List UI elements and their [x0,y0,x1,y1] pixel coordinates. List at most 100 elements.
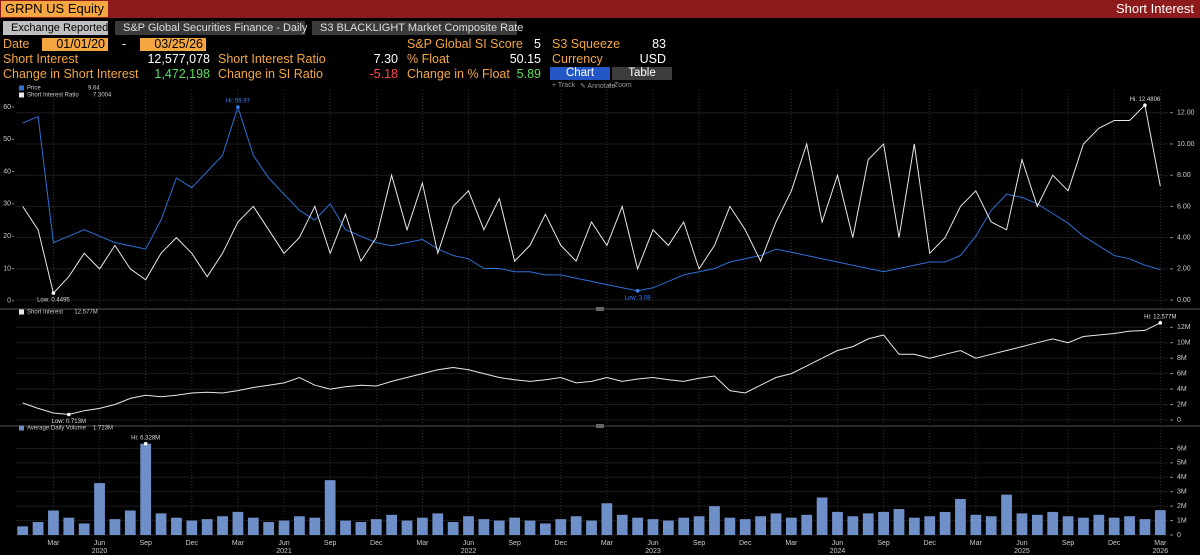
bar [878,511,889,535]
x-tick-label: Sep [1062,540,1075,547]
bar [278,520,290,535]
bar [816,497,828,535]
bar [1016,513,1028,535]
function-name: Short Interest [1115,1,1194,16]
y-tick-label: 30 [3,201,11,208]
legend-label: Short Interest [27,310,63,316]
legend-swatch [19,309,24,315]
field-value: 50.15 [509,52,541,66]
field-label: Currency [552,52,603,66]
y-tick-label: 60 [3,104,11,111]
date-end[interactable]: 03/25/26 [140,38,206,51]
date-label: Date [3,37,30,51]
y-tick-label: 2.00 [1177,266,1191,273]
x-tick-label: Jun [463,540,474,547]
bar [709,506,720,535]
bar [48,510,59,535]
bar [309,517,321,535]
legend-value: 1.723M [93,426,113,432]
legend-value: 9.64 [88,86,100,92]
bar [109,519,121,535]
y-tick-label: 2M [1177,503,1187,510]
y-tick-label: 3M [1177,489,1187,496]
toolbar-item[interactable]: ✎ Annotate [580,83,616,90]
bar [447,522,459,535]
bar [1001,494,1012,535]
bar [785,517,797,535]
bar [801,514,813,535]
bar [124,510,136,535]
extreme-marker [67,412,71,417]
bar [539,523,551,535]
bar [1078,517,1089,535]
resize-handle [596,424,604,428]
legend-label: Short Interest Ratio [27,93,79,99]
y-tick-label: 6M [1177,370,1187,377]
x-tick-label: Dec [186,540,199,547]
x-tick-label: Dec [370,540,383,547]
bar [755,516,766,535]
line-series [22,322,1161,416]
bar [509,517,521,535]
tab[interactable]: Exchange Reported [3,21,108,35]
legend-label: Price [27,86,41,92]
bar [140,443,152,535]
y-tick-label: 0.00 [1177,297,1191,304]
x-tick-label: Mar [416,540,429,547]
extreme-marker [1158,321,1163,325]
extreme-marker [635,289,640,293]
x-tick-label: Sep [324,540,337,547]
x-year-label: 2020 [92,548,108,555]
bar [324,480,336,535]
x-tick-label: Sep [139,540,152,547]
bar [1124,516,1135,535]
y-tick-label: 4.00 [1177,234,1191,241]
y-tick-label: 0 [1177,532,1181,539]
bar [632,517,644,535]
y-tick-label: 0 [7,298,11,305]
bar [463,516,474,535]
x-tick-label: Dec [555,540,568,547]
bar [1154,510,1166,535]
bar [417,517,428,535]
bar [1031,514,1043,535]
bar [294,516,305,535]
bar [432,513,444,535]
tab[interactable]: S3 BLACKLIGHT Market Composite Rate [312,21,523,35]
legend-value: 7.3004 [93,93,112,99]
bar [570,516,582,535]
toolbar-item[interactable]: + Track [552,82,576,89]
view-button[interactable]: Chart [550,67,610,80]
x-year-label: 2025 [1014,548,1030,555]
bar [1139,519,1151,535]
extreme-marker [143,441,148,446]
extreme-marker [236,105,240,109]
field-label: % Float [407,52,450,66]
field-label: Change in SI Ratio [218,67,323,81]
field-value: 7.30 [373,52,398,66]
field-label: Short Interest Ratio [218,52,326,66]
y-tick-label: 40 [3,168,11,175]
bar [1093,514,1105,535]
bar [78,523,90,535]
field-label: Short Interest [3,52,79,66]
x-tick-label: Jun [832,540,843,547]
date-start[interactable]: 01/01/20 [42,38,108,51]
y-tick-label: 4M [1177,474,1187,481]
tab[interactable]: S&P Global Securities Finance - Daily [115,21,307,35]
view-button[interactable]: Table [612,67,672,80]
field-value: 83 [652,37,666,51]
bar [355,522,367,535]
bar [908,517,920,535]
extreme-label: Hi: 12.4806 [1130,97,1161,103]
x-tick-label: Mar [970,540,983,547]
x-tick-label: Jun [647,540,658,547]
toolbar-item[interactable]: ⌕ Zoom [608,82,632,89]
bar [524,520,536,535]
bar [770,513,782,535]
ticker[interactable]: GRPN US Equity [1,1,108,17]
y-tick-label: 50 [3,136,11,143]
bar [493,520,505,535]
bar [693,516,705,535]
